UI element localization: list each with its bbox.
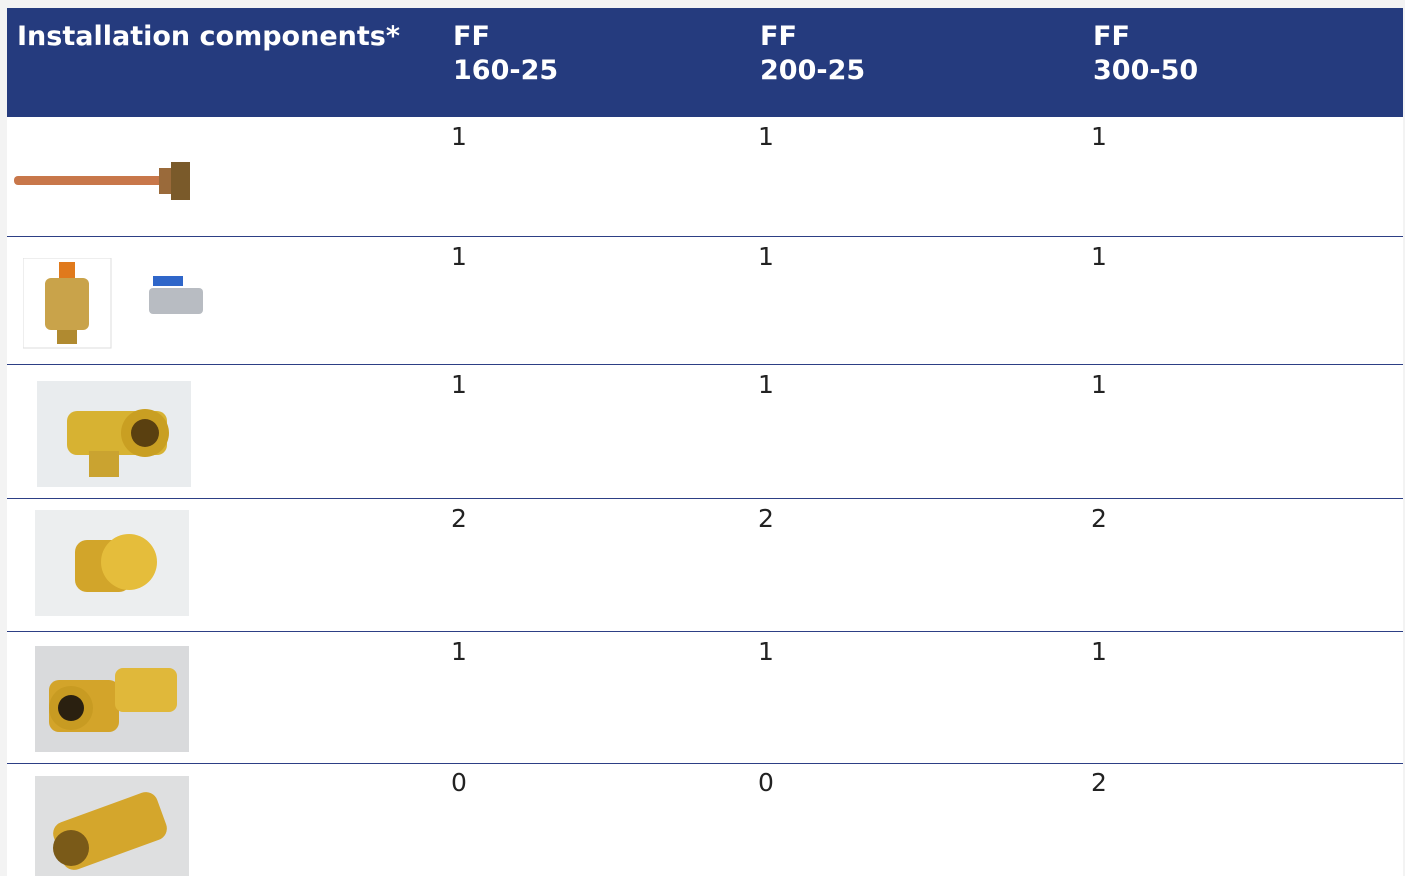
tee-fitting-image [37,381,191,487]
sensor-pocket-image [14,160,192,204]
header-line: FF [760,20,865,54]
quantity-cell: 1 [451,242,467,271]
row-separator [7,236,1403,237]
quantity-cell: 1 [758,637,774,666]
quantity-cell: 1 [1091,370,1107,399]
page: Installation components* FF160-25 FF200-… [0,0,1405,876]
quantity-cell: 1 [758,122,774,151]
quantity-cell: 1 [758,370,774,399]
elbow-fitting-image [35,646,189,752]
row-separator [7,631,1403,632]
row-separator [7,364,1403,365]
quantity-cell: 1 [1091,242,1107,271]
quantity-cell: 1 [1091,637,1107,666]
quantity-cell: 1 [1091,122,1107,151]
quantity-cell: 2 [451,504,467,533]
air-vent-valve-image [23,258,213,350]
row-separator [7,498,1403,499]
quantity-cell: 2 [758,504,774,533]
quantity-cell: 1 [451,122,467,151]
coupling-image [35,776,189,876]
quantity-cell: 1 [451,370,467,399]
quantity-cell: 2 [1091,504,1107,533]
quantity-cell: 1 [758,242,774,271]
quantity-cell: 0 [758,768,774,797]
row-separator [7,763,1403,764]
header-line: 160-25 [453,54,558,88]
header-line: 300-50 [1093,54,1198,88]
header-line: FF [1093,20,1198,54]
end-cap-image [35,510,189,616]
header-line: FF [453,20,558,54]
header-cell: Installation components* [17,20,400,54]
quantity-cell: 1 [451,637,467,666]
header-line: 200-25 [760,54,865,88]
quantity-cell: 2 [1091,768,1107,797]
quantity-cell: 0 [451,768,467,797]
